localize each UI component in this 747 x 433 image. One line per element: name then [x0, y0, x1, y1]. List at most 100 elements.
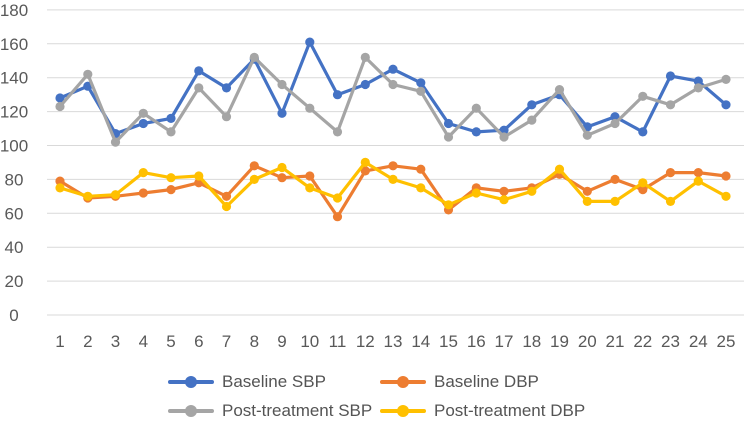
- data-point: [221, 191, 232, 201]
- legend-dot-swatch: [397, 405, 409, 417]
- data-point: [194, 83, 204, 93]
- x-axis-label: 2: [83, 332, 92, 351]
- legend-item-baseline-sbp: Baseline SBP: [168, 372, 380, 392]
- data-point: [83, 191, 93, 201]
- legend-dot-swatch: [185, 405, 197, 417]
- data-point: [665, 71, 676, 81]
- data-point: [499, 186, 509, 196]
- x-axis-label: 16: [467, 332, 486, 351]
- data-point: [638, 178, 648, 188]
- x-axis-label: 5: [166, 332, 175, 351]
- data-point: [471, 188, 481, 198]
- data-point: [527, 100, 537, 110]
- data-point: [83, 69, 93, 79]
- data-point: [638, 185, 648, 195]
- data-point: [55, 176, 65, 186]
- data-point: [554, 164, 565, 174]
- data-point: [443, 200, 454, 210]
- data-point: [693, 168, 703, 178]
- x-axis-label: 10: [300, 332, 319, 351]
- data-point: [360, 52, 370, 63]
- x-axis-label: 21: [606, 332, 625, 351]
- data-point: [527, 115, 537, 125]
- data-point: [249, 174, 259, 184]
- data-point: [665, 168, 676, 178]
- x-axis-label: 11: [329, 332, 347, 351]
- y-axis-label: 140: [0, 69, 28, 88]
- data-point: [194, 171, 204, 181]
- data-point: [582, 130, 592, 140]
- data-point: [249, 52, 259, 63]
- data-point: [582, 196, 592, 206]
- data-point: [221, 112, 232, 122]
- legend-label-baseline-sbp: Baseline SBP: [222, 372, 326, 391]
- data-point: [360, 79, 370, 90]
- data-point: [305, 171, 315, 181]
- x-axis-label: 3: [111, 332, 120, 351]
- x-axis-label: 14: [411, 332, 430, 351]
- x-axis-label: 12: [356, 332, 375, 351]
- data-point: [166, 127, 176, 137]
- legend-label-post-treatment-dbp: Post-treatment DBP: [434, 401, 586, 420]
- data-point: [499, 132, 509, 142]
- data-point: [721, 171, 731, 181]
- data-point: [554, 85, 565, 95]
- data-point: [693, 83, 703, 93]
- data-point: [471, 127, 481, 137]
- data-point: [360, 166, 370, 176]
- y-axis-label: 180: [0, 1, 28, 20]
- legend-line-marker-icon: [380, 404, 426, 418]
- y-axis-label: 120: [0, 103, 28, 122]
- x-axis-label: 15: [439, 332, 458, 351]
- x-axis-label: 17: [495, 332, 514, 351]
- x-axis-label: 7: [222, 332, 231, 351]
- data-point: [416, 183, 426, 193]
- data-point: [138, 108, 148, 118]
- data-point: [610, 174, 620, 184]
- y-axis-label: 0: [9, 306, 18, 325]
- data-point: [55, 101, 65, 112]
- data-point: [138, 188, 148, 198]
- data-point: [221, 83, 232, 93]
- data-point: [138, 168, 148, 178]
- data-point: [194, 66, 204, 76]
- chart-legend: Baseline SBP Baseline DBP Post-treatment…: [168, 372, 585, 421]
- data-point: [388, 161, 398, 171]
- y-axis-label: 60: [5, 204, 24, 223]
- y-axis-label: 40: [5, 238, 24, 257]
- data-point: [721, 74, 731, 84]
- data-point: [638, 127, 648, 137]
- data-point: [471, 103, 481, 113]
- x-axis-label: 22: [633, 332, 652, 351]
- data-point: [416, 164, 426, 174]
- legend-item-post-treatment-sbp: Post-treatment SBP: [168, 401, 380, 421]
- legend-item-baseline-dbp: Baseline DBP: [380, 372, 585, 392]
- data-point: [166, 113, 176, 123]
- x-axis-label: 4: [139, 332, 148, 351]
- data-point: [610, 112, 620, 122]
- data-point: [443, 132, 454, 142]
- data-point: [110, 137, 121, 147]
- y-axis-label: 160: [0, 35, 28, 54]
- legend-dot-swatch: [185, 376, 197, 388]
- data-point: [332, 193, 343, 203]
- data-point: [332, 90, 343, 100]
- y-axis-label: 100: [0, 137, 28, 156]
- data-point: [721, 100, 731, 110]
- x-axis-label: 25: [717, 332, 736, 351]
- data-point: [416, 86, 426, 96]
- data-point: [110, 190, 121, 200]
- legend-label-post-treatment-sbp: Post-treatment SBP: [222, 401, 373, 420]
- series-line-baseline-dbp: [58, 164, 728, 219]
- data-point: [138, 118, 148, 129]
- legend-line-marker-icon: [168, 375, 214, 389]
- data-point: [305, 183, 315, 193]
- data-point: [249, 161, 259, 171]
- x-axis-label: 20: [578, 332, 597, 351]
- x-axis-label: 19: [550, 332, 569, 351]
- data-point: [499, 195, 509, 205]
- legend-item-post-treatment-dbp: Post-treatment DBP: [380, 401, 585, 421]
- data-point: [665, 100, 676, 110]
